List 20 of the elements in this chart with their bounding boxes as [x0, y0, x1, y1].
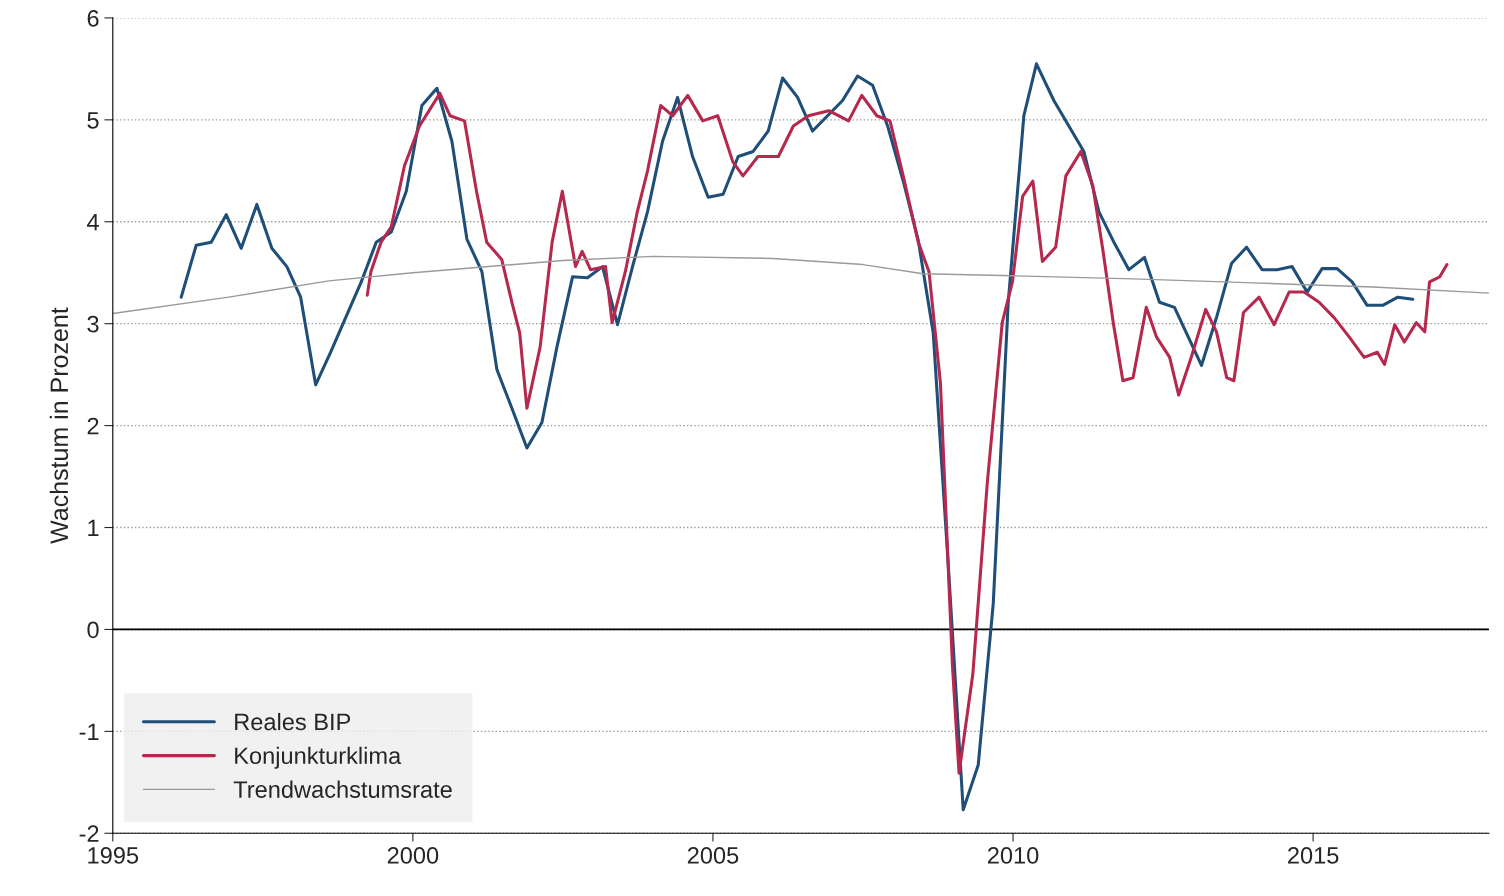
- legend-label: Trendwachstumsrate: [233, 780, 452, 798]
- x-tick-label: 1995: [88, 847, 139, 864]
- y-tick-label: 3: [87, 315, 99, 333]
- x-tick-label: 2010: [987, 847, 1039, 864]
- y-tick-label: 4: [87, 214, 99, 231]
- x-tick-label: 2005: [687, 847, 739, 864]
- y-tick-label: 6: [87, 9, 99, 27]
- y-tick-label: 2: [87, 417, 99, 435]
- y-axis-title: Wachstum in Prozent: [49, 307, 69, 544]
- y-tick-label: 1: [88, 519, 99, 537]
- y-tick-label: 0: [87, 621, 99, 639]
- y-tick-label: -2: [79, 825, 99, 842]
- legend-label: Reales BIP: [235, 712, 351, 731]
- x-tick-label: 2015: [1288, 847, 1339, 864]
- y-tick-label: -1: [79, 723, 99, 740]
- line-series: [112, 255, 1489, 315]
- legend-label: Konjunkturklima: [235, 746, 402, 769]
- y-tick-label: 5: [87, 112, 99, 129]
- line-series: [179, 62, 1415, 812]
- x-tick-label: 2000: [387, 847, 439, 864]
